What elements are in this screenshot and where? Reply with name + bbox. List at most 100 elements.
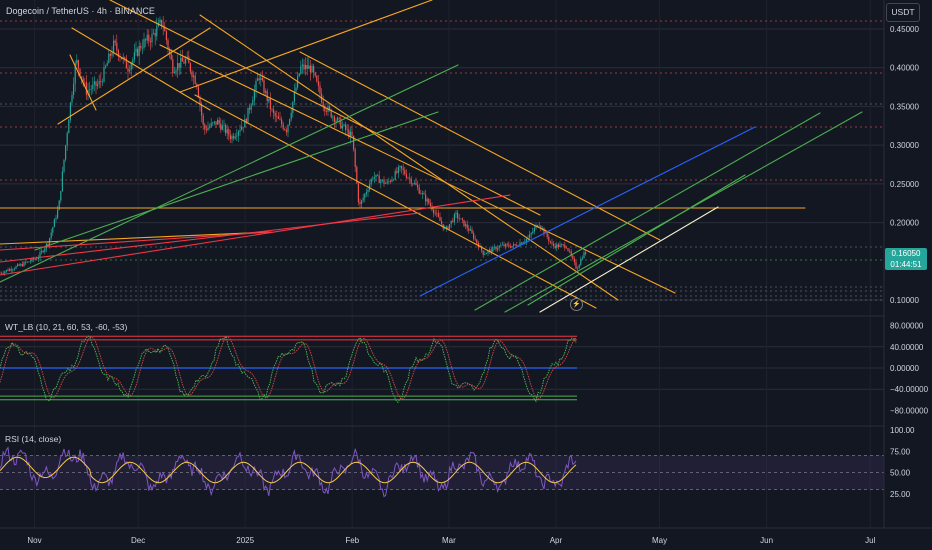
wt-axis[interactable]: 80.00000 40.00000 0.00000 −40.00000 −80.0000…: [890, 322, 929, 416]
candle-body: [301, 64, 303, 67]
candle-body: [457, 212, 459, 219]
candle-body: [103, 67, 105, 82]
candle-body: [236, 135, 238, 137]
candle-body: [207, 127, 209, 131]
candle-body: [269, 98, 271, 110]
candle-body: [93, 81, 95, 85]
time-axis-label: Apr: [550, 536, 563, 545]
candle-body: [189, 63, 191, 72]
candle-body: [298, 73, 300, 77]
candle-body: [36, 258, 38, 260]
candle-body: [231, 135, 233, 140]
candle-body: [410, 178, 412, 184]
time-axis[interactable]: Nov Dec 2025 Feb Mar Apr May Jun Jul: [27, 536, 875, 545]
orange-trendline: [57, 27, 211, 125]
candle-body: [191, 71, 193, 78]
candle-body: [65, 145, 67, 160]
candle-body: [529, 234, 531, 238]
rsi-axis[interactable]: 100.00 75.00 50.00 25.00: [890, 426, 915, 499]
candle-body: [577, 268, 579, 270]
candle-body: [217, 119, 219, 125]
candle-body: [274, 113, 276, 117]
candle-body: [201, 105, 203, 116]
symbol-title[interactable]: Dogecoin / TetherUS · 4h · BINANCE: [6, 6, 155, 16]
candle-body: [313, 65, 315, 73]
candle-body: [287, 124, 289, 133]
candle-body: [26, 261, 28, 263]
candle-body: [533, 227, 535, 232]
candle-body: [332, 116, 334, 118]
candle-body: [2, 273, 4, 274]
candle-body: [449, 224, 451, 229]
candle-body: [503, 244, 505, 247]
candle-body: [549, 241, 551, 243]
candle-body: [263, 80, 265, 93]
candle-body: [276, 116, 278, 117]
candle-body: [372, 178, 374, 180]
candle-body: [306, 64, 308, 69]
candle-body: [146, 34, 148, 41]
lightning-icon[interactable]: ⚡: [570, 298, 583, 311]
candle-body: [348, 129, 350, 137]
candle-body: [41, 250, 43, 253]
candle-body: [228, 129, 230, 136]
candle-body: [548, 236, 550, 242]
candle-body: [237, 131, 239, 136]
candle-body: [343, 124, 345, 126]
rsi-indicator-label[interactable]: RSI (14, close): [5, 434, 62, 444]
candle-body: [551, 242, 553, 244]
candle-body: [260, 77, 262, 80]
candle-body: [468, 228, 470, 231]
candle-body: [252, 100, 254, 106]
candle-body: [31, 258, 33, 262]
candle-body: [418, 187, 420, 194]
candle-body: [239, 129, 241, 132]
candle-body: [314, 72, 316, 76]
wt-line-1: [0, 335, 577, 404]
candle-body: [138, 45, 140, 56]
candle-body: [316, 75, 318, 82]
candle-body: [471, 229, 473, 234]
time-axis-label: Jul: [865, 536, 875, 545]
candle-body: [375, 174, 377, 178]
candle-body: [497, 248, 499, 250]
candle-body: [188, 56, 190, 64]
candle-body: [121, 57, 123, 60]
candle-body: [132, 59, 134, 64]
candle-body: [581, 258, 583, 260]
candle-body: [145, 39, 147, 41]
candle-body: [385, 183, 387, 184]
candle-body: [218, 119, 220, 124]
price-axis-label: 0.20000: [890, 219, 919, 228]
candle-body: [47, 243, 49, 245]
candle-body: [572, 255, 574, 259]
candle-body: [421, 193, 423, 195]
candle-body: [429, 203, 431, 206]
candle-body: [357, 183, 359, 203]
candle-body: [434, 213, 436, 214]
last-price-tag: 0.16050 01:44:51: [885, 248, 927, 270]
candle-body: [402, 168, 404, 171]
candle-body: [113, 40, 115, 54]
candle-body: [205, 129, 207, 131]
candle-body: [309, 65, 311, 73]
candle-body: [412, 183, 414, 185]
candle-body: [300, 66, 302, 74]
currency-button[interactable]: USDT: [886, 3, 920, 22]
candle-body: [423, 193, 425, 195]
candle-body: [522, 242, 524, 244]
candle-body: [453, 214, 455, 222]
candle-body: [329, 106, 331, 110]
candle-body: [69, 102, 71, 120]
candle-body: [399, 165, 401, 168]
wt-indicator-label[interactable]: WT_LB (10, 21, 60, 53, -60, -53): [5, 322, 128, 332]
price-axis[interactable]: 0.45000 0.40000 0.35000 0.30000 0.25000 0.200…: [890, 25, 919, 305]
candle-body: [469, 229, 471, 231]
candle-body: [247, 107, 249, 123]
candle-body: [151, 33, 153, 43]
trendline-drawings[interactable]: [0, 0, 863, 313]
candle-body: [349, 131, 351, 137]
candle-body: [61, 171, 63, 192]
wt-axis-label: 0.00000: [890, 364, 919, 373]
